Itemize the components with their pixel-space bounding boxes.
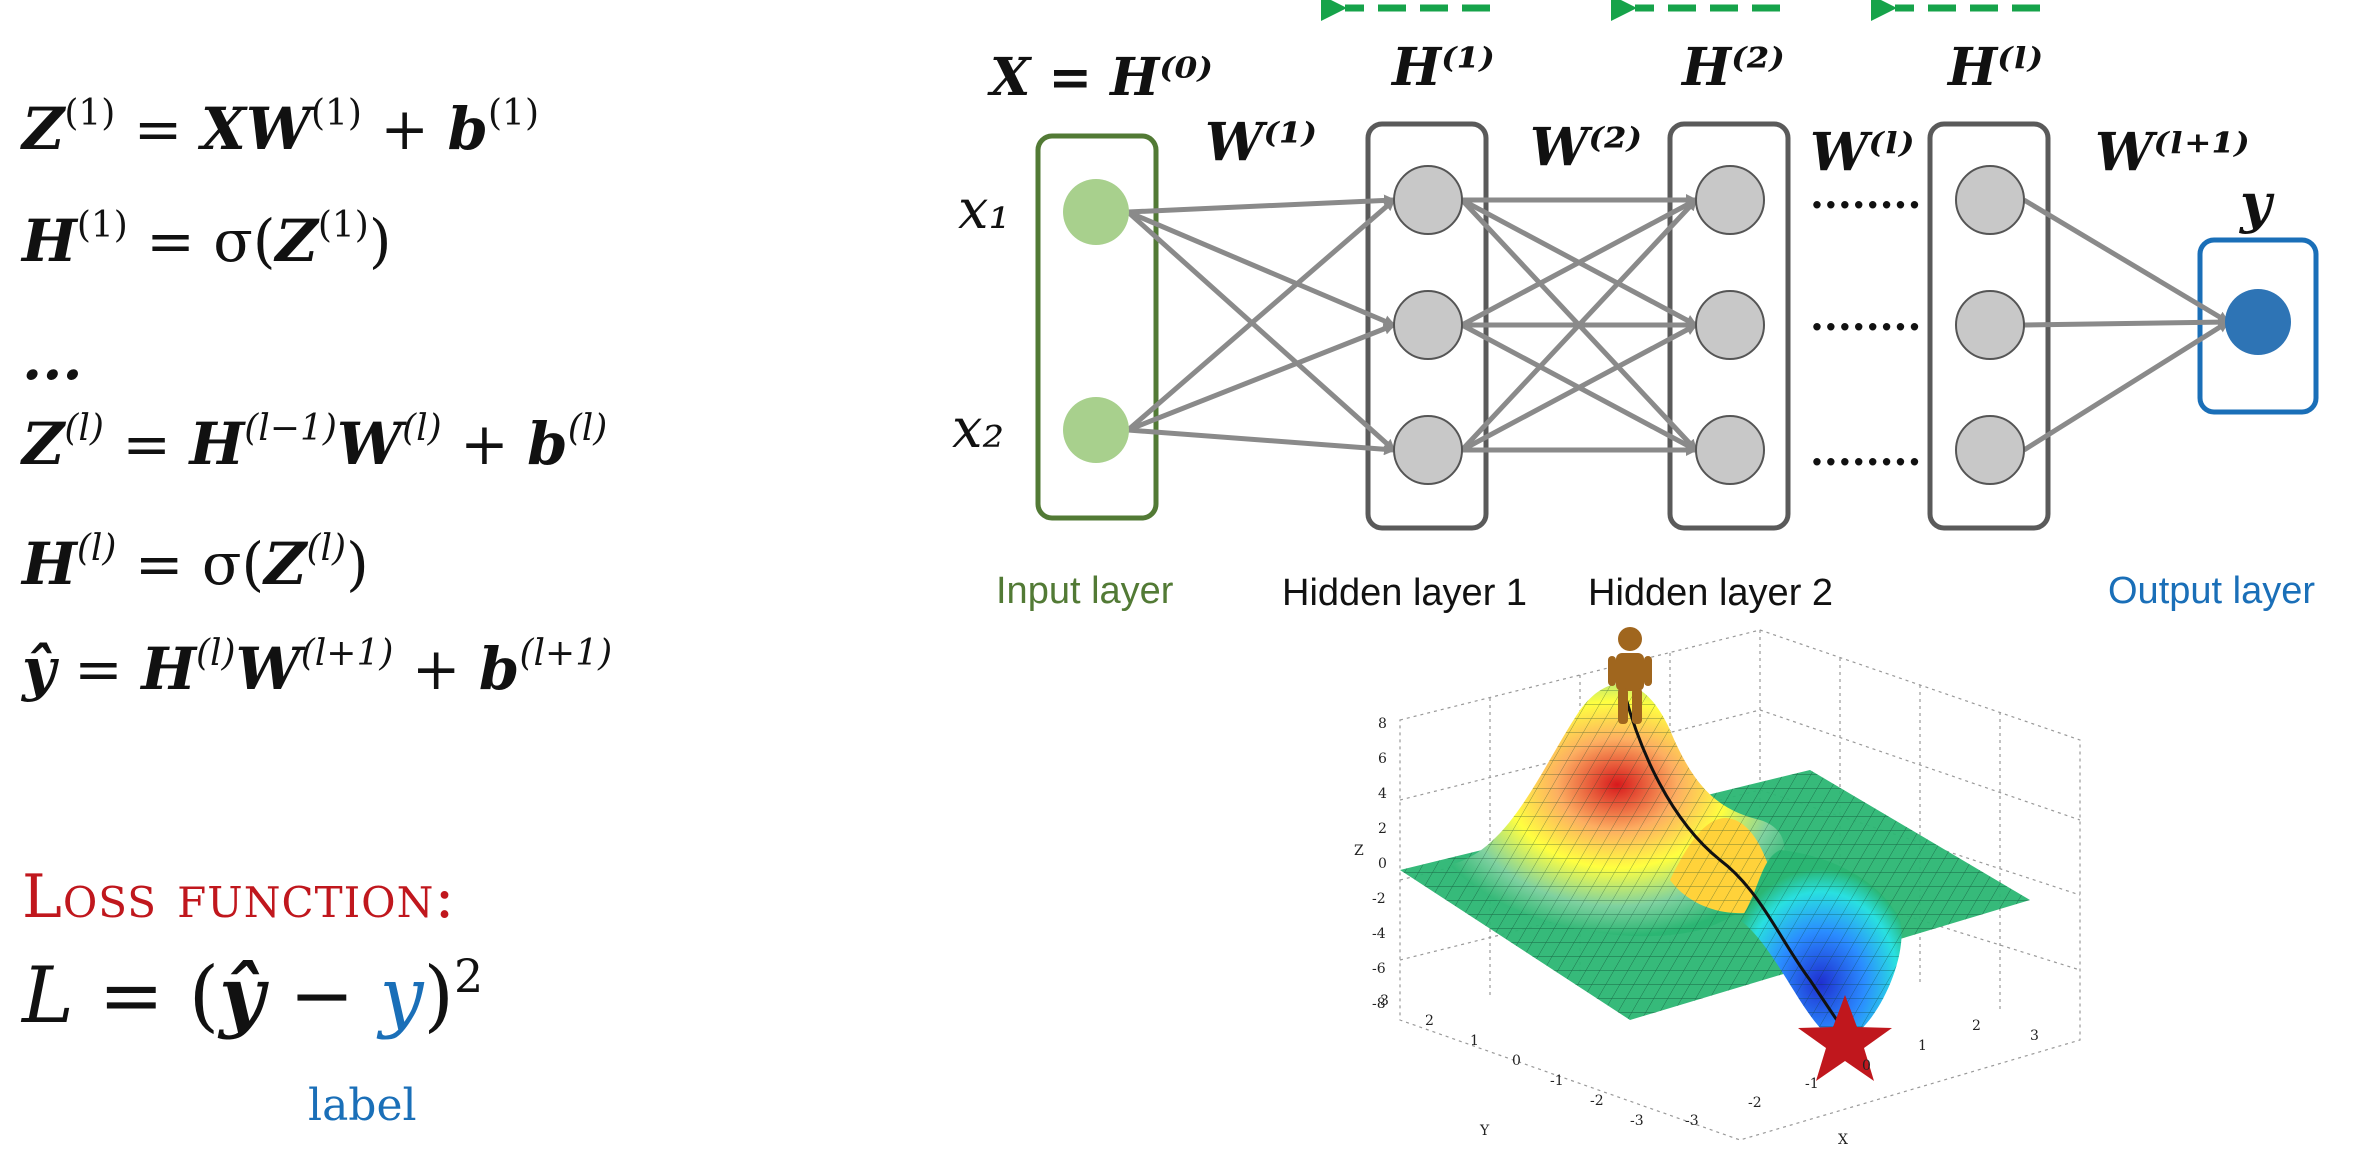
hidden2-node <box>1695 165 1765 235</box>
equation-h1: H(1) = σ(Z(1)) <box>22 205 392 275</box>
hidden-layer-2-label: Hidden layer 2 <box>1588 572 1834 614</box>
x2-label: x₂ <box>952 397 1004 460</box>
x-tick: -3 <box>1685 1113 1699 1129</box>
wl-label: W⁽ˡ⁾ <box>1810 122 1915 183</box>
x-tick: -1 <box>1805 1076 1819 1092</box>
y-tick: 1 <box>1470 1033 1479 1049</box>
y-tick: 2 <box>1425 1013 1434 1029</box>
loss-function-title: Loss function: <box>22 862 456 932</box>
x1-label: x₁ <box>958 178 1010 241</box>
input-header: X = H⁽⁰⁾ <box>987 47 1213 108</box>
input-layer-box <box>1035 133 1159 521</box>
dots-row-3: ........ <box>1810 428 1921 475</box>
hidden2-node <box>1695 290 1765 360</box>
input-layer-label: Input layer <box>996 570 1174 612</box>
x-tick: 2 <box>1972 1018 1981 1034</box>
x-tick: 0 <box>1862 1058 1871 1074</box>
y-label: y <box>2239 171 2275 235</box>
hidden1-node <box>1393 290 1463 360</box>
z-tick: -6 <box>1372 961 1386 977</box>
y-tick: -3 <box>1630 1113 1644 1129</box>
output-node <box>2225 289 2291 355</box>
z-tick: 2 <box>1378 821 1387 837</box>
dots-row-1: ........ <box>1810 171 1921 218</box>
equation-zl: Z(l) = H(l−1)W(l) + b(l) <box>22 408 608 478</box>
x-axis-label: X <box>1838 1132 1848 1148</box>
y-tick: -1 <box>1550 1073 1564 1089</box>
hiddenl-node <box>1955 290 2025 360</box>
input-node-x1 <box>1063 179 1129 245</box>
h2-header: H⁽²⁾ <box>1680 37 1785 98</box>
loss-equation: L = (ŷ − y)2 <box>22 949 484 1041</box>
y-tick: -2 <box>1590 1093 1604 1109</box>
z-tick: -8 <box>1372 996 1386 1012</box>
hidden-layer-1-label: Hidden layer 1 <box>1282 572 1528 614</box>
w1-label: W⁽¹⁾ <box>1205 112 1317 173</box>
x-tick: 1 <box>1918 1038 1927 1054</box>
z-tick: 6 <box>1378 751 1387 767</box>
person-icon <box>1608 627 1652 724</box>
equation-hl: H(l) = σ(Z(l)) <box>22 528 369 598</box>
hidden1-node <box>1393 415 1463 485</box>
hiddenl-node <box>1955 415 2025 485</box>
output-layer-label: Output layer <box>2108 570 2315 612</box>
z-tick: 4 <box>1378 786 1387 802</box>
x-tick: 3 <box>2030 1028 2039 1044</box>
neural-network-diagram: X = H⁽⁰⁾ H⁽¹⁾ H⁽²⁾ H⁽ˡ⁾ W⁽¹⁾ W⁽²⁾ W⁽ˡ⁾ W… <box>952 0 2319 531</box>
hidden2-node <box>1695 415 1765 485</box>
hiddenl-node <box>1955 165 2025 235</box>
w2-label: W⁽²⁾ <box>1530 117 1642 178</box>
input-node-x2 <box>1063 397 1129 463</box>
h1-header: H⁽¹⁾ <box>1390 37 1495 98</box>
loss-surface-plot: 8 6 4 2 0 -2 -4 -6 -8 Z 3 2 1 0 -1 -2 -3… <box>1354 627 2081 1148</box>
equation-yhat: ŷ = H(l)W(l+1) + b(l+1) <box>22 633 613 703</box>
y-axis-label: Y <box>1479 1123 1490 1139</box>
descent-path <box>1623 694 1847 1033</box>
minimum-star-icon <box>1798 995 1892 1081</box>
wl1-label: W⁽ˡ⁺¹⁾ <box>2095 122 2250 183</box>
hidden1-node <box>1393 165 1463 235</box>
label-annotation: label <box>308 1080 417 1131</box>
z-axis-label: Z <box>1354 843 1364 859</box>
z-tick: 0 <box>1378 856 1387 872</box>
z-tick: -4 <box>1372 926 1386 942</box>
equation-ellipsis: ... <box>22 325 83 393</box>
y-tick: 3 <box>1380 993 1389 1009</box>
z-tick: -2 <box>1372 891 1386 907</box>
z-tick: 8 <box>1378 716 1387 732</box>
y-tick: 0 <box>1512 1053 1521 1069</box>
x-tick: -2 <box>1748 1095 1762 1111</box>
dots-row-2: ........ <box>1810 293 1921 340</box>
hl-header: H⁽ˡ⁾ <box>1946 37 2043 98</box>
output-layer-box <box>2197 237 2319 415</box>
equation-z1: Z(1) = XW(1) + b(1) <box>22 93 540 163</box>
